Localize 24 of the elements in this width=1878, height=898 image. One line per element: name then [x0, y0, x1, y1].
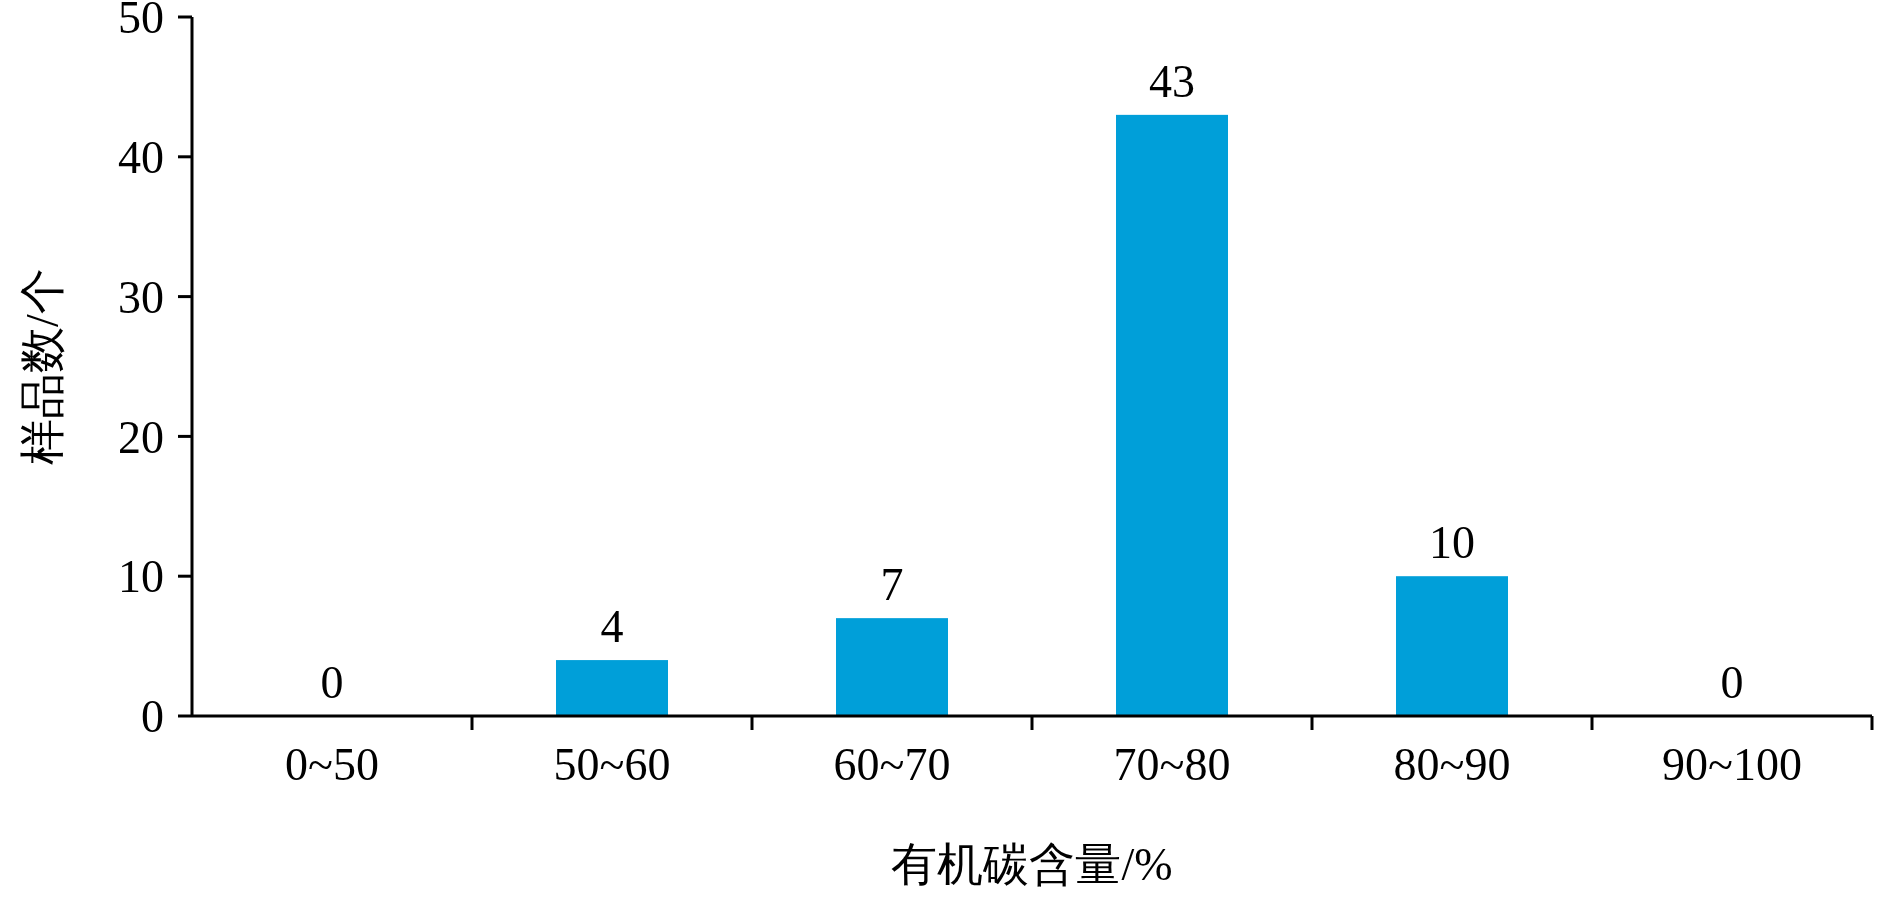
y-tick-label: 50 — [118, 0, 164, 44]
data-label: 10 — [1429, 517, 1475, 569]
x-tick-label: 60~70 — [833, 739, 951, 790]
y-axis-title: 样品数/个 — [17, 268, 68, 465]
data-label: 7 — [880, 559, 904, 611]
x-tick-label: 90~100 — [1662, 739, 1802, 790]
bar — [1116, 114, 1228, 716]
x-tick-label: 70~80 — [1113, 739, 1231, 790]
data-label: 0 — [1720, 657, 1744, 708]
x-tick-label: 50~60 — [553, 739, 671, 790]
data-label: 4 — [600, 601, 624, 653]
x-axis-title: 有机碳含量/% — [891, 839, 1173, 890]
y-tick-label: 40 — [118, 131, 164, 183]
bar — [1396, 576, 1508, 716]
y-tick-label: 0 — [141, 691, 164, 743]
bar — [556, 660, 668, 716]
bar — [836, 618, 948, 716]
x-tick-label: 80~90 — [1393, 739, 1511, 790]
data-label: 43 — [1149, 55, 1195, 107]
y-tick-label: 20 — [118, 411, 164, 463]
x-tick-label: 0~50 — [285, 739, 379, 790]
y-tick-label: 10 — [118, 551, 164, 603]
data-label: 0 — [320, 657, 344, 708]
y-tick-label: 30 — [118, 271, 164, 323]
